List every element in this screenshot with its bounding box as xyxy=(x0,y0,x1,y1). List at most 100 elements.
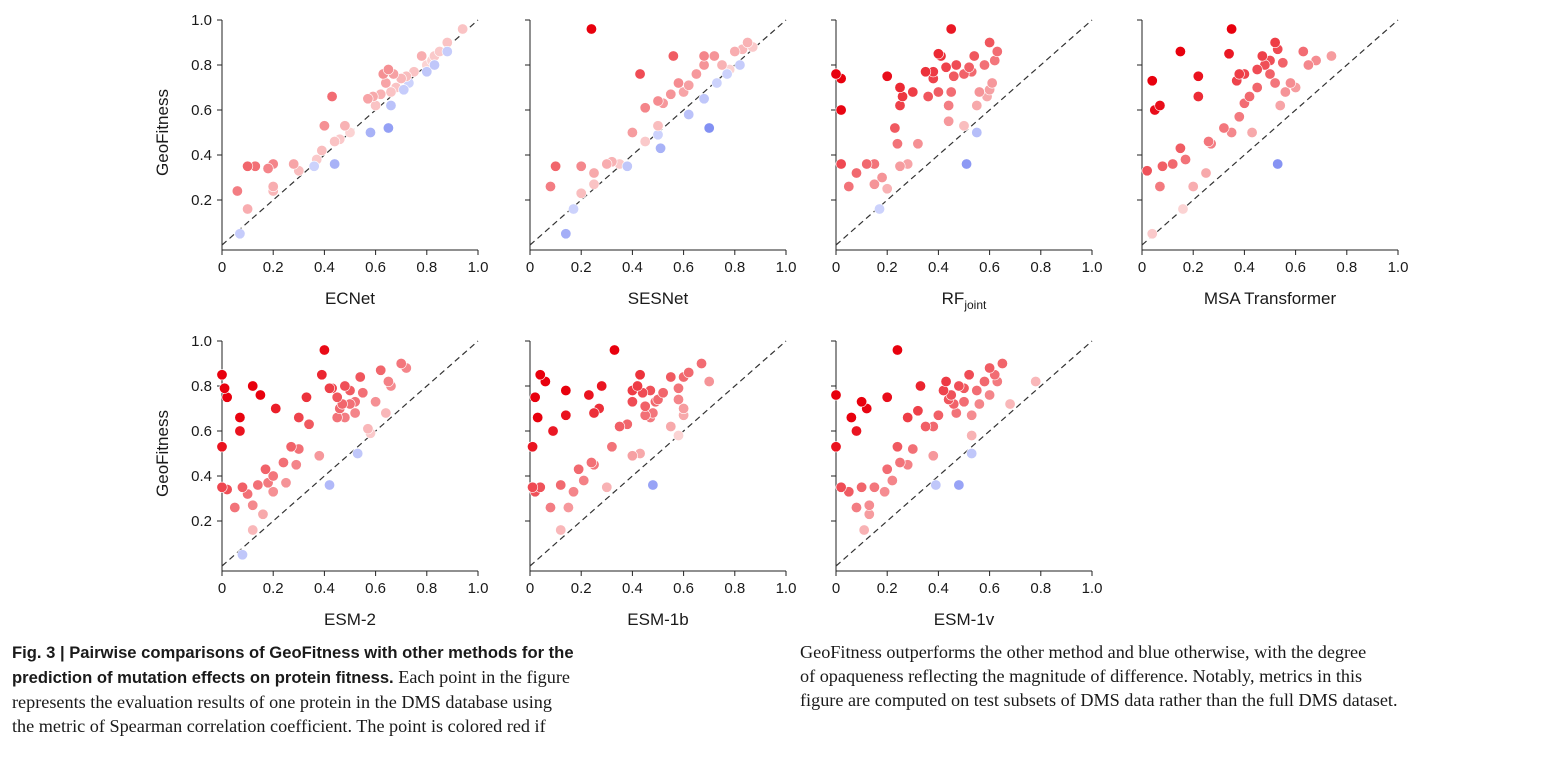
data-point xyxy=(978,59,990,71)
data-point xyxy=(621,160,633,172)
x-tick-label: 0.6 xyxy=(979,259,1000,276)
data-point xyxy=(267,470,279,482)
data-point xyxy=(601,158,613,170)
data-point xyxy=(626,396,638,408)
data-point xyxy=(996,357,1008,369)
x-tick-label: 0.4 xyxy=(314,580,335,597)
data-point xyxy=(932,86,944,98)
data-point xyxy=(667,50,679,62)
data-point xyxy=(850,425,862,437)
data-point xyxy=(324,382,336,394)
data-point xyxy=(881,70,893,82)
data-point xyxy=(665,371,677,383)
data-point xyxy=(293,411,305,423)
data-point xyxy=(578,474,590,486)
data-point xyxy=(876,172,888,184)
data-point xyxy=(234,411,246,423)
data-point xyxy=(879,486,891,498)
data-point xyxy=(588,167,600,179)
data-point xyxy=(242,160,254,172)
data-point xyxy=(575,160,587,172)
data-point xyxy=(290,459,302,471)
data-point xyxy=(894,160,906,172)
data-point xyxy=(1218,122,1230,134)
data-point xyxy=(845,411,857,423)
caption-right-column: GeoFitness outperforms the other method … xyxy=(800,640,1560,712)
data-point xyxy=(891,344,903,356)
data-point xyxy=(830,68,842,80)
x-tick-label: 0.2 xyxy=(263,580,284,597)
data-point xyxy=(247,524,259,536)
data-point xyxy=(568,486,580,498)
data-point xyxy=(945,86,957,98)
data-point xyxy=(683,366,695,378)
x-tick-label: 0.6 xyxy=(365,580,386,597)
data-point xyxy=(672,429,684,441)
data-point xyxy=(927,450,939,462)
diagonal-reference-line xyxy=(529,340,787,567)
data-point xyxy=(318,344,330,356)
scatter-panel: 0 0.2 0.4 0.6 0.8 1.0 ESM-1v xyxy=(830,340,1102,629)
x-tick-label: 0.8 xyxy=(724,259,745,276)
scatter-panel: 0 0.2 0.4 0.6 0.8 1.0 0.2 0.4 0.6 0.8 1.0 GeoFitnes… xyxy=(153,333,488,629)
scatter-panel: 0 0.2 0.4 0.6 0.8 1.0 0.2 0.4 0.6 0.8 1.0 GeoFitnes… xyxy=(153,12,488,308)
x-tick-label: 0 xyxy=(218,259,226,276)
data-point xyxy=(216,481,228,493)
data-point xyxy=(639,136,651,148)
data-point xyxy=(963,369,975,381)
data-point xyxy=(252,479,264,491)
data-point xyxy=(329,136,341,148)
x-tick-label: 0.2 xyxy=(877,580,898,597)
data-point xyxy=(1244,91,1256,103)
data-point xyxy=(1233,111,1245,123)
data-point xyxy=(672,393,684,405)
data-point xyxy=(382,122,394,134)
data-point xyxy=(1226,23,1238,35)
x-axis-title: MSA Transformer xyxy=(1204,289,1337,308)
diagonal-reference-line xyxy=(835,340,1093,567)
data-point xyxy=(1246,127,1258,139)
data-point xyxy=(1174,142,1186,154)
data-point xyxy=(596,380,608,392)
data-point xyxy=(527,481,539,493)
scatter-panel: 0 0.2 0.4 0.6 0.8 1.0 RFjoint xyxy=(830,19,1103,312)
data-point xyxy=(953,380,965,392)
data-point xyxy=(971,384,983,396)
caption-line: figure are computed on test subsets of D… xyxy=(800,690,1398,710)
data-point xyxy=(652,95,664,107)
data-point xyxy=(922,91,934,103)
data-point xyxy=(1256,50,1268,62)
data-point xyxy=(457,23,469,35)
data-point xyxy=(742,36,754,48)
data-point xyxy=(550,160,562,172)
data-point xyxy=(385,86,397,98)
diagonal-reference-line xyxy=(221,340,479,567)
data-point xyxy=(945,23,957,35)
data-point xyxy=(1167,158,1179,170)
data-point xyxy=(267,181,279,193)
data-point xyxy=(894,456,906,468)
data-point xyxy=(357,387,369,399)
data-point xyxy=(734,59,746,71)
data-point xyxy=(534,369,546,381)
data-point xyxy=(973,86,985,98)
caption-bold-text: prediction of mutation effects on protei… xyxy=(12,668,394,687)
data-point xyxy=(349,407,361,419)
data-point xyxy=(703,122,715,134)
data-point xyxy=(657,387,669,399)
data-point xyxy=(984,389,996,401)
data-point xyxy=(1141,165,1153,177)
data-point xyxy=(555,479,567,491)
data-point xyxy=(868,481,880,493)
x-axis-title-main: RF xyxy=(942,289,965,308)
data-point xyxy=(973,398,985,410)
data-point xyxy=(326,91,338,103)
data-point xyxy=(421,66,433,78)
scatter-panel: 0 0.2 0.4 0.6 0.8 1.0 SESNet xyxy=(525,19,796,308)
data-point xyxy=(380,407,392,419)
y-tick-label: 1.0 xyxy=(191,333,212,350)
x-tick-label: 1.0 xyxy=(1082,259,1103,276)
data-point xyxy=(229,501,241,513)
data-point xyxy=(1264,68,1276,80)
data-point xyxy=(219,382,231,394)
